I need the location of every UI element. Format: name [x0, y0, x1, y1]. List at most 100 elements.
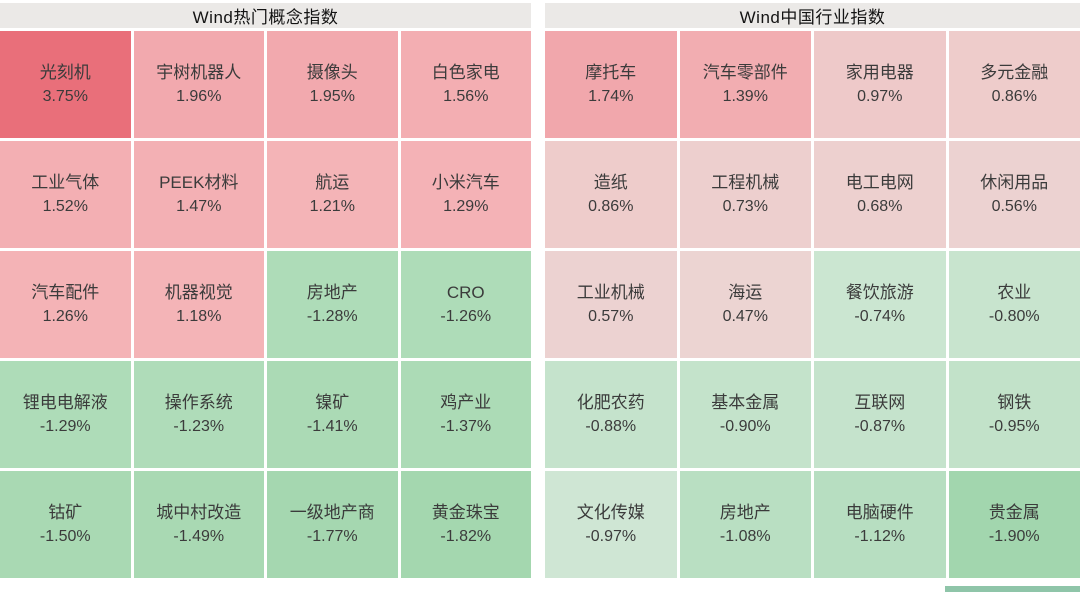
heatmap-tile: 宇树机器人 1.96%	[133, 31, 264, 138]
heatmap-tile: 贵金属 -1.90%	[948, 471, 1080, 578]
heatmap-tile: 电脑硬件 -1.12%	[814, 471, 946, 578]
heatmap-tile: 互联网 -0.87%	[814, 361, 946, 468]
tile-value: -1.26%	[440, 308, 492, 326]
tile-value: 0.57%	[588, 308, 634, 326]
heatmap-tile: 工程机械 0.73%	[679, 141, 811, 248]
tile-label: 多元金融	[980, 62, 1049, 82]
tile-value: 1.21%	[309, 198, 355, 216]
tile-label: 城中村改造	[156, 502, 242, 522]
tile-label: 文化传媒	[576, 502, 645, 522]
heatmap-tile: 汽车配件 1.26%	[0, 251, 131, 358]
tile-value: 1.56%	[443, 88, 489, 106]
heatmap-tile: 造纸 0.86%	[545, 141, 677, 248]
tile-label: 房地产	[306, 282, 358, 302]
tile-label: 贵金属	[988, 502, 1040, 522]
tile-label: 摄像头	[306, 62, 358, 82]
heatmap-tile: 钴矿 -1.50%	[0, 471, 131, 578]
tile-label: 工程机械	[711, 172, 780, 192]
heatmap-tile: 光刻机 3.75%	[0, 31, 131, 138]
concept-index-grid: 光刻机 3.75% 宇树机器人 1.96% 摄像头 1.95% 白色家电 1.56% 工业气体 1…	[0, 31, 531, 578]
tile-label: 电工电网	[845, 172, 914, 192]
heatmap-tile: 化肥农药 -0.88%	[545, 361, 677, 468]
heatmap-tile: 小米汽车 1.29%	[400, 141, 531, 248]
tile-label: 摩托车	[585, 62, 637, 82]
tile-label: 锂电电解液	[22, 392, 108, 412]
panel-title-industry-index: Wind中国行业指数	[545, 3, 1080, 28]
tile-value: 1.95%	[309, 88, 355, 106]
heatmap-tile: 锂电电解液 -1.29%	[0, 361, 131, 468]
tile-value: 1.74%	[588, 88, 634, 106]
heatmap-tile: 基本金属 -0.90%	[679, 361, 811, 468]
panel-title-concept-index: Wind热门概念指数	[0, 3, 531, 28]
tile-label: CRO	[446, 282, 485, 302]
tile-value: -1.90%	[988, 528, 1040, 546]
heatmap-tile: 机器视觉 1.18%	[133, 251, 264, 358]
tile-label: 海运	[728, 282, 763, 302]
tile-value: 0.86%	[991, 88, 1037, 106]
tile-value: -1.37%	[440, 418, 492, 436]
panel-concept-index: Wind热门概念指数 光刻机 3.75% 宇树机器人 1.96% 摄像头 1.95% 白色家…	[0, 3, 531, 578]
heatmap-tile: 电工电网 0.68%	[814, 141, 946, 248]
tile-value: -1.77%	[306, 528, 358, 546]
tile-value: 1.18%	[176, 308, 222, 326]
tile-label: 钢铁	[997, 392, 1032, 412]
tile-label: 汽车配件	[31, 282, 100, 302]
tile-label: 一级地产商	[289, 502, 375, 522]
heatmap-tile: 汽车零部件 1.39%	[679, 31, 811, 138]
heatmap-tile: 餐饮旅游 -0.74%	[814, 251, 946, 358]
tile-value: 0.68%	[857, 198, 903, 216]
heatmap-tile: 工业气体 1.52%	[0, 141, 131, 248]
heatmap-tile: 鸡产业 -1.37%	[400, 361, 531, 468]
tile-value: 1.29%	[443, 198, 489, 216]
tile-value: -0.97%	[585, 528, 637, 546]
tile-value: 0.56%	[991, 198, 1037, 216]
tile-value: -1.50%	[39, 528, 91, 546]
heatmap-tile: 家用电器 0.97%	[814, 31, 946, 138]
tile-label: 电脑硬件	[845, 502, 914, 522]
tile-label: 机器视觉	[164, 282, 233, 302]
heatmap-tile: 操作系统 -1.23%	[133, 361, 264, 468]
tile-value: 1.52%	[42, 198, 88, 216]
heatmap-tile: 工业机械 0.57%	[545, 251, 677, 358]
tile-label: 操作系统	[164, 392, 233, 412]
tile-label: 餐饮旅游	[845, 282, 914, 302]
bottom-cell-fragment	[945, 586, 1080, 592]
tile-label: 小米汽车	[431, 172, 500, 192]
tile-value: 1.39%	[722, 88, 768, 106]
tile-value: -0.90%	[719, 418, 771, 436]
tile-label: 化肥农药	[576, 392, 645, 412]
heatmap-tile: 黄金珠宝 -1.82%	[400, 471, 531, 578]
tile-value: -1.29%	[39, 418, 91, 436]
heatmap-tile: 城中村改造 -1.49%	[133, 471, 264, 578]
tile-label: PEEK材料	[159, 172, 239, 192]
industry-index-grid: 摩托车 1.74% 汽车零部件 1.39% 家用电器 0.97% 多元金融 0.86% 造纸 0.…	[545, 31, 1080, 578]
tile-label: 黄金珠宝	[431, 502, 500, 522]
tile-value: -1.08%	[719, 528, 771, 546]
tile-label: 汽车零部件	[702, 62, 788, 82]
heatmap-tile: 摄像头 1.95%	[267, 31, 398, 138]
heatmap-tile: 房地产 -1.28%	[267, 251, 398, 358]
heatmap-tile: 钢铁 -0.95%	[948, 361, 1080, 468]
tile-label: 光刻机	[39, 62, 91, 82]
tile-label: 互联网	[854, 392, 906, 412]
tile-label: 造纸	[593, 172, 628, 192]
tile-value: 1.96%	[176, 88, 222, 106]
tile-value: -1.12%	[854, 528, 906, 546]
tile-value: 0.86%	[588, 198, 634, 216]
tile-value: -0.95%	[988, 418, 1040, 436]
tile-label: 休闲用品	[980, 172, 1049, 192]
tile-label: 宇树机器人	[156, 62, 242, 82]
tile-value: -1.41%	[306, 418, 358, 436]
heatmap-tile: 休闲用品 0.56%	[948, 141, 1080, 248]
tile-label: 工业气体	[31, 172, 100, 192]
heatmap-tile: 文化传媒 -0.97%	[545, 471, 677, 578]
tile-label: 家用电器	[845, 62, 914, 82]
heatmap-tile: 海运 0.47%	[679, 251, 811, 358]
panels-container: Wind热门概念指数 光刻机 3.75% 宇树机器人 1.96% 摄像头 1.95% 白色家…	[0, 3, 1080, 578]
heatmap-tile: PEEK材料 1.47%	[133, 141, 264, 248]
tile-value: -1.49%	[173, 528, 225, 546]
tile-label: 白色家电	[431, 62, 500, 82]
tile-value: 0.97%	[857, 88, 903, 106]
tile-label: 镍矿	[315, 392, 350, 412]
